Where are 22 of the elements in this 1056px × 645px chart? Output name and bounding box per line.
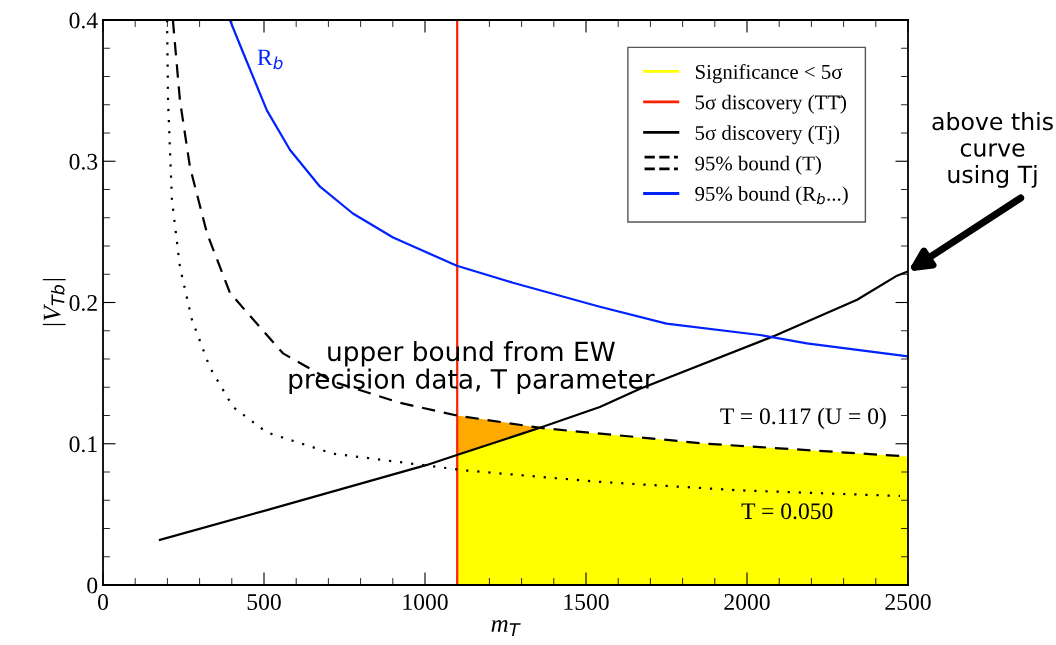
- y-axis-title: |V$_{Tb}$|: [42, 279, 66, 326]
- y-tick-label: 0.2: [69, 294, 97, 312]
- y-tick-label: 0.1: [69, 436, 97, 453]
- annotation: T = 0.117 (U = 0): [720, 407, 886, 430]
- y-tick-label: 0.3: [69, 153, 98, 170]
- x-tick-label: 1000: [403, 594, 448, 610]
- x-axis-title: m$_{T}$: [491, 620, 521, 636]
- legend-label: 5σ discovery (Tj): [695, 125, 840, 145]
- y-tick-label: 0: [87, 577, 98, 594]
- y-tick-label: 0.4: [69, 12, 98, 29]
- x-tick-label: 500: [247, 594, 281, 610]
- annotation: T = 0.050: [741, 503, 833, 520]
- legend-label: 95% bound (R$_{b}$...): [695, 186, 848, 206]
- legend-label: Significance < 5σ: [695, 64, 843, 84]
- text: above this curve using Tj: [932, 112, 1053, 188]
- x-tick-label: 2500: [885, 594, 931, 610]
- x-tick-label: 0: [98, 594, 108, 610]
- annotation: R$_{b}$: [257, 49, 283, 70]
- x-tick-label: 1500: [564, 594, 609, 610]
- x-tick-label: 2000: [724, 594, 770, 610]
- legend-label: 95% bound (T): [695, 155, 821, 175]
- legend-label: 5σ discovery (TT̄): [695, 94, 847, 114]
